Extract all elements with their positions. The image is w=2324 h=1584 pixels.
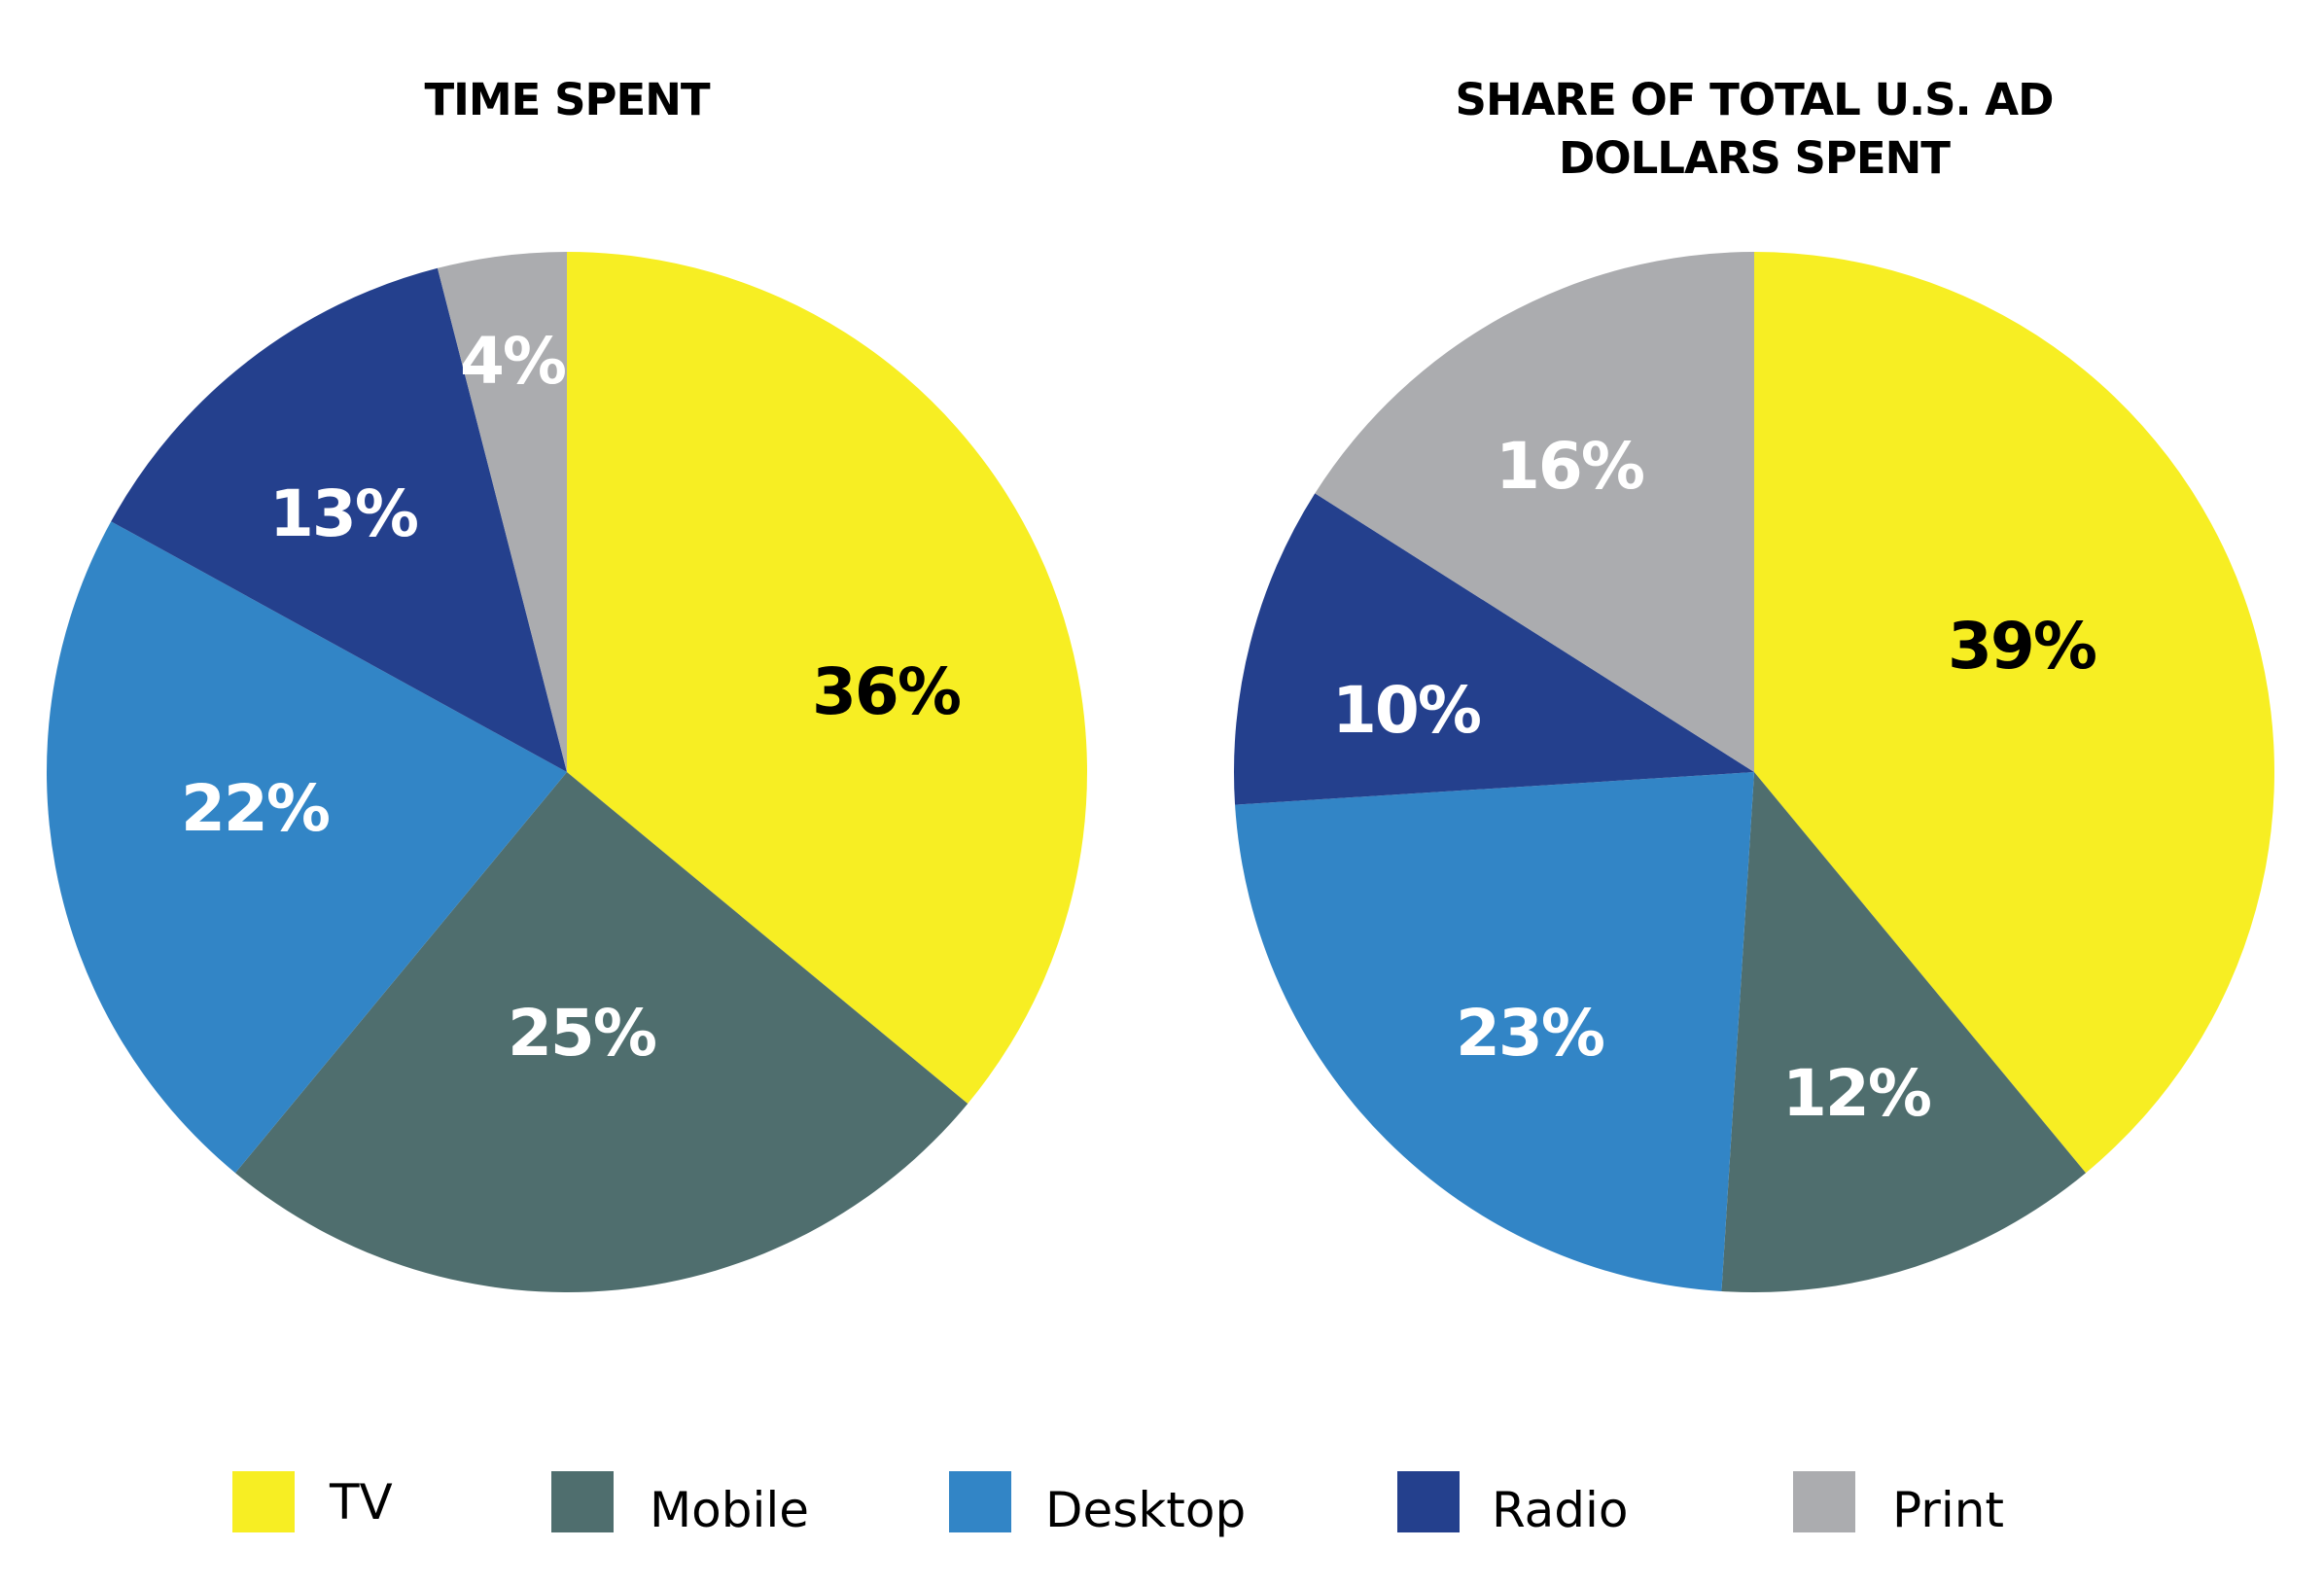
legend-label-mobile: Mobile: [650, 1482, 809, 1538]
pie-slice-tv: [567, 252, 1088, 1105]
slice-label-radio: 13%: [269, 476, 418, 551]
slice-label-tv: 39%: [1948, 609, 2096, 684]
slice-label-mobile: 25%: [508, 996, 656, 1071]
slice-label-desktop: 22%: [181, 771, 330, 846]
time-spent-pie: 36% 25% 22% 13% 4%: [46, 252, 1088, 1292]
slice-label-print: 4%: [460, 324, 566, 399]
legend-label-radio: Radio: [1492, 1482, 1629, 1538]
legend-swatch-print: [1793, 1471, 1855, 1532]
pie-slice-desktop: [46, 521, 567, 1174]
pie-slice-radio: [1234, 493, 1754, 805]
ad-dollars-pie: 39% 12% 23% 10% 16%: [1234, 252, 2274, 1293]
slice-label-desktop: 23%: [1456, 996, 1604, 1071]
legend: TV Mobile Desktop Radio Print: [232, 1471, 2004, 1538]
pie-slice-desktop: [1235, 772, 1754, 1291]
time-spent-title: TIME SPENT: [424, 74, 710, 125]
legend-swatch-tv: [232, 1471, 295, 1532]
pie-slice-tv: [1754, 252, 2274, 1174]
legend-swatch-desktop: [949, 1471, 1011, 1532]
legend-swatch-mobile: [551, 1471, 614, 1532]
pie-slice-radio: [111, 267, 567, 773]
pie-slice-mobile: [1721, 772, 2087, 1293]
legend-label-desktop: Desktop: [1045, 1482, 1246, 1538]
legend-swatch-radio: [1397, 1471, 1460, 1532]
slice-label-mobile: 12%: [1782, 1056, 1931, 1131]
legend-label-tv: TV: [329, 1474, 393, 1531]
pie-slice-print: [1315, 252, 1754, 772]
pie-slice-print: [437, 252, 567, 772]
slice-label-radio: 10%: [1332, 673, 1481, 748]
slice-label-print: 16%: [1496, 429, 1644, 504]
legend-label-print: Print: [1892, 1482, 2004, 1538]
slice-label-tv: 36%: [812, 654, 961, 729]
pie-slice-mobile: [234, 772, 968, 1292]
ad-dollars-title-line-2: DOLLARS SPENT: [1559, 132, 1951, 184]
ad-dollars-title-line-1: SHARE OF TOTAL U.S. AD: [1456, 74, 2054, 125]
